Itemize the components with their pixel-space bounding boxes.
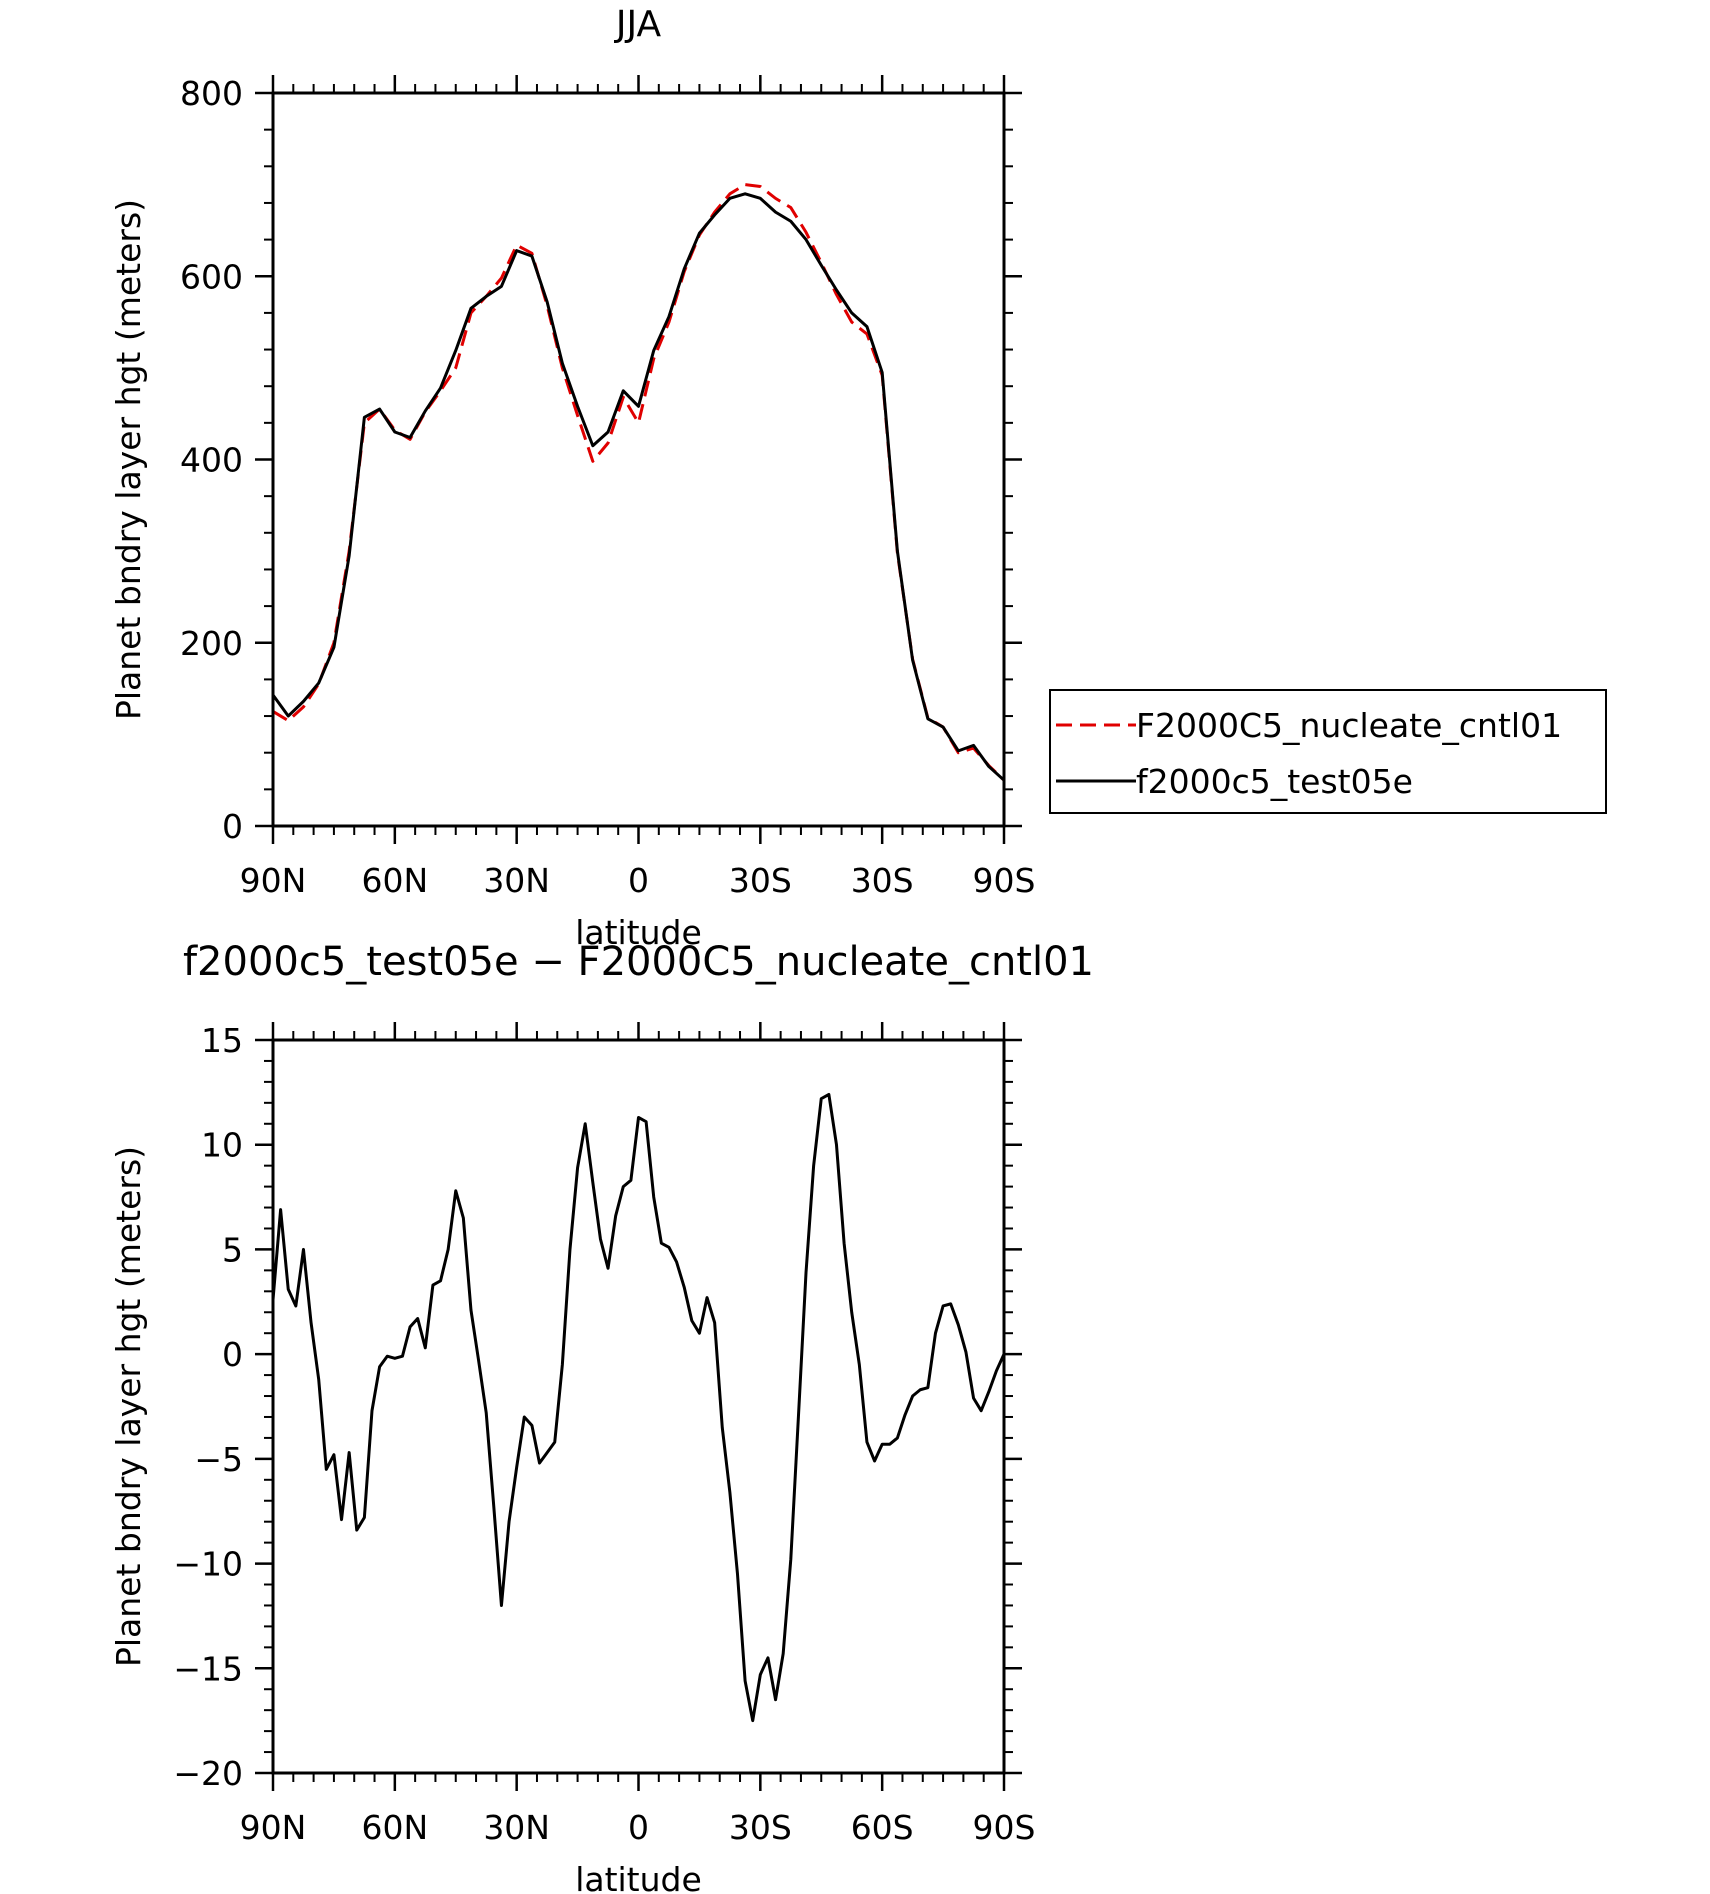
- data-line: [271, 192, 1006, 782]
- y-axis-label: Planet bndry layer hgt (meters): [109, 1146, 148, 1667]
- y-tick-label: 15: [201, 1021, 243, 1060]
- x-tick-label: 90N: [240, 861, 307, 900]
- y-axis-label: Planet bndry layer hgt (meters): [109, 199, 148, 720]
- data-line: [272, 183, 1006, 782]
- legend-box: [1049, 689, 1607, 814]
- x-axis-label: latitude: [575, 1860, 702, 1894]
- y-tick-label: 600: [180, 257, 243, 296]
- legend-label: f2000c5_test05e: [1136, 762, 1413, 801]
- y-tick-label: 400: [180, 441, 243, 480]
- y-tick-label: −10: [173, 1545, 243, 1584]
- x-tick-label: 30N: [483, 1808, 550, 1847]
- x-tick-label: 30S: [851, 861, 914, 900]
- y-tick-label: 800: [180, 74, 243, 113]
- y-tick-label: 0: [222, 1335, 243, 1374]
- y-tick-label: −20: [173, 1754, 243, 1793]
- x-tick-label: 90N: [240, 1808, 307, 1847]
- x-tick-label: 30S: [729, 861, 792, 900]
- plot-frame: [271, 1038, 1006, 1775]
- y-tick-label: 10: [201, 1126, 243, 1165]
- x-tick-label: 90S: [973, 1808, 1036, 1847]
- x-tick-label: 90S: [973, 861, 1036, 900]
- x-tick-label: 0: [628, 1808, 649, 1847]
- y-tick-label: −5: [194, 1440, 243, 1479]
- y-tick-label: 200: [180, 624, 243, 663]
- x-tick-label: 60N: [361, 1808, 428, 1847]
- chart-title: f2000c5_test05e − F2000C5_nucleate_cntl0…: [183, 939, 1094, 985]
- x-tick-label: 30S: [729, 1808, 792, 1847]
- legend-label: F2000C5_nucleate_cntl01: [1136, 706, 1562, 745]
- y-tick-label: −15: [173, 1649, 243, 1688]
- x-tick-label: 0: [628, 861, 649, 900]
- x-tick-label: 60S: [851, 1808, 914, 1847]
- data-line: [271, 1092, 1006, 1723]
- y-tick-label: 0: [222, 807, 243, 846]
- x-tick-label: 60N: [361, 861, 428, 900]
- chart-title: JJA: [614, 4, 662, 45]
- x-tick-label: 30N: [483, 861, 550, 900]
- x-axis-label: latitude: [575, 913, 702, 952]
- plot-frame: [271, 91, 1006, 828]
- y-tick-label: 5: [222, 1230, 243, 1269]
